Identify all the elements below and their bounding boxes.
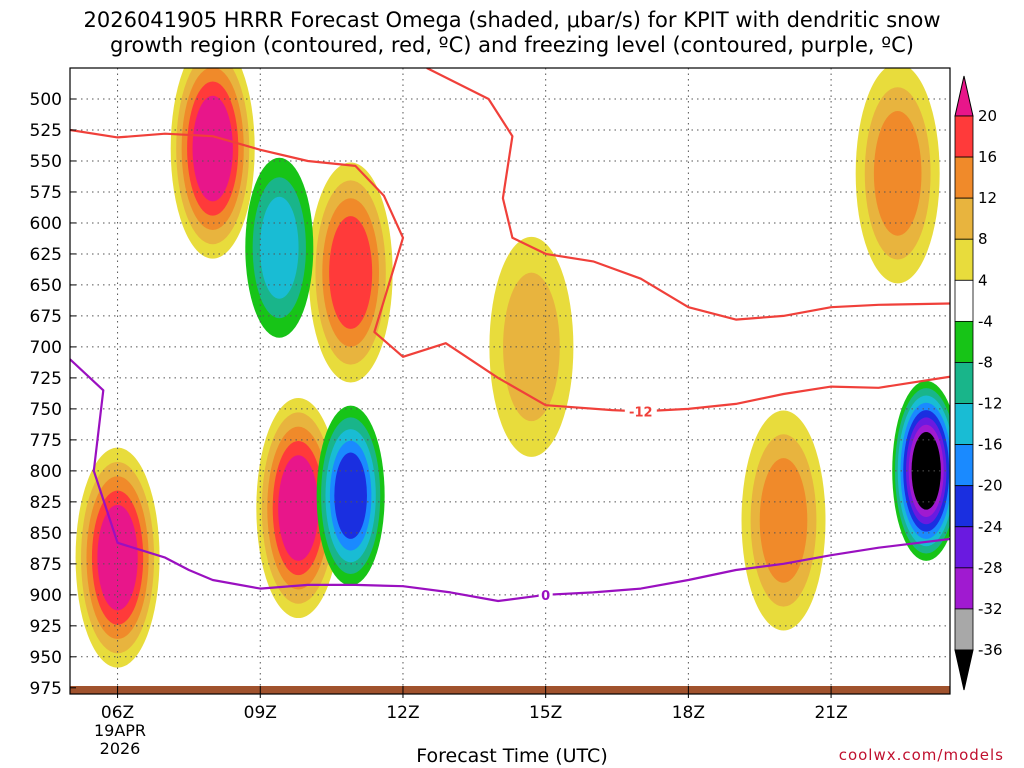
y-tick-label-975: 975 — [30, 679, 62, 699]
plot-frame — [69, 67, 951, 695]
x-axis-label: Forecast Time (UTC) — [416, 745, 608, 767]
omega-cell-8-2 — [873, 111, 922, 236]
colorbar-box-5 — [954, 320, 974, 363]
colorbar-box-0 — [954, 115, 974, 158]
colorbar-label-7: -12 — [978, 395, 1003, 413]
colorbar-label-2: 12 — [978, 189, 997, 207]
colorbar-box-11 — [954, 567, 974, 610]
x-tick-label-06Z: 06Z — [101, 703, 134, 723]
contour-label-bg-0 — [538, 585, 553, 603]
temperature-contours: -12 0 — [70, 68, 950, 604]
contour-label-0: 0 — [541, 589, 550, 604]
y-tick-label-825: 825 — [30, 493, 62, 513]
y-tick-label-575: 575 — [30, 183, 62, 203]
y-tick-label-650: 650 — [30, 276, 62, 296]
colorbar-label-6: -8 — [978, 353, 993, 371]
x-axis: 06Z 09Z 12Z 15Z 18Z 21Z — [101, 686, 848, 723]
y-tick-label-875: 875 — [30, 555, 62, 575]
y-tick-label-500: 500 — [30, 90, 62, 110]
contour-line-1 — [426, 68, 950, 321]
ground-strip — [70, 686, 950, 694]
colorbar-box-6 — [954, 362, 974, 404]
colorbar-label-12: -32 — [978, 600, 1003, 618]
omega-cell-1-4 — [192, 95, 233, 202]
colorbar-box-4 — [954, 279, 974, 322]
colorbar-bottom-arrow — [954, 649, 974, 691]
contour-line-2 — [70, 358, 950, 603]
x-tick-label-15Z: 15Z — [529, 703, 562, 723]
colorbar: 20 16 12 8 4 -4 -8 -12 -16 -20 -24 -28 -32 -36 — [954, 75, 1003, 691]
x-tick-label-18Z: 18Z — [672, 703, 705, 723]
x-tick-label-09Z: 09Z — [244, 703, 277, 723]
x-tick-label-12Z: 12Z — [386, 703, 419, 723]
contour-line-0 — [70, 128, 950, 413]
colorbar-box-12 — [954, 608, 974, 651]
y-tick-label-725: 725 — [30, 369, 62, 389]
y-tick-label-625: 625 — [30, 245, 62, 265]
chart-title-line-1: 2026041905 HRRR Forecast Omega (shaded, … — [83, 8, 941, 32]
y-tick-label-850: 850 — [30, 524, 62, 544]
y-tick-label-700: 700 — [30, 338, 62, 358]
date-label-day: 19APR — [93, 721, 147, 740]
omega-cell-6-1 — [503, 272, 560, 422]
y-tick-label-550: 550 — [30, 152, 62, 172]
y-tick-label-950: 950 — [30, 648, 62, 668]
y-tick-label-525: 525 — [30, 121, 62, 141]
y-tick-label-675: 675 — [30, 307, 62, 327]
colorbar-label-10: -24 — [978, 518, 1003, 536]
colorbar-label-8: -16 — [978, 436, 1003, 454]
omega-cell-9-7 — [911, 432, 941, 510]
colorbar-box-1 — [954, 156, 974, 199]
colorbar-box-3 — [954, 238, 974, 281]
contour-label-bg-minus12 — [624, 402, 657, 420]
colorbar-label-9: -20 — [978, 477, 1003, 495]
omega-cell-4-4 — [334, 452, 367, 539]
colorbar-box-2 — [954, 197, 974, 240]
y-tick-label-925: 925 — [30, 617, 62, 637]
colorbar-label-4: 4 — [978, 271, 988, 289]
y-tick-label-600: 600 — [30, 214, 62, 234]
colorbar-box-8 — [954, 444, 974, 487]
credit-link[interactable]: coolwx.com/models — [838, 746, 1004, 764]
colorbar-label-13: -36 — [978, 641, 1003, 659]
colorbar-label-5: -4 — [978, 312, 993, 330]
y-tick-label-900: 900 — [30, 586, 62, 606]
colorbar-label-11: -28 — [978, 559, 1003, 577]
colorbar-box-7 — [954, 403, 974, 446]
colorbar-box-10 — [954, 526, 974, 569]
y-tick-label-775: 775 — [30, 431, 62, 451]
date-label-year: 2026 — [99, 739, 141, 758]
contour-label-minus12: -12 — [629, 405, 653, 420]
x-tick-label-21Z: 21Z — [814, 703, 847, 723]
omega-cell-2-4 — [278, 455, 319, 561]
y-axis: 500 525 550 575 600 625 650 675 700 725 750 775 800 8… — [30, 90, 76, 699]
colorbar-label-3: 8 — [978, 230, 988, 248]
y-tick-label-800: 800 — [30, 462, 62, 482]
gridlines — [70, 68, 950, 689]
colorbar-label-1: 16 — [978, 148, 997, 166]
colorbar-top-arrow — [954, 75, 974, 117]
chart-title-line-2: growth region (contoured, red, ºC) and f… — [110, 33, 914, 57]
colorbar-box-9 — [954, 485, 974, 528]
colorbar-label-0: 20 — [978, 107, 997, 125]
y-tick-label-750: 750 — [30, 400, 62, 420]
omega-cell-3-3 — [329, 216, 373, 329]
omega-cell-5-2 — [260, 196, 299, 299]
omega-cell-7-2 — [759, 458, 808, 583]
